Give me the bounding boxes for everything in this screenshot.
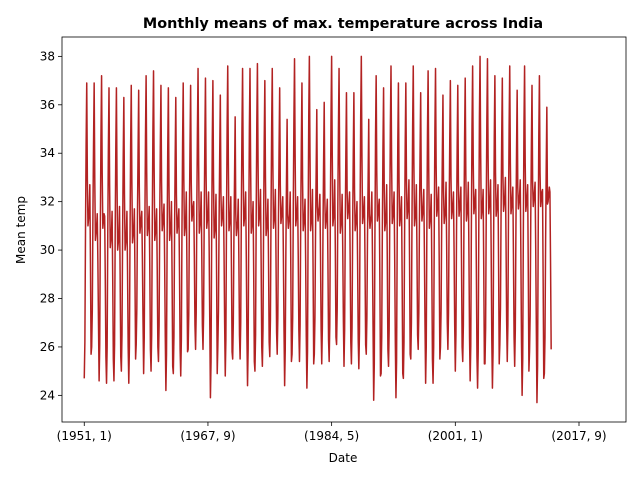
x-axis-label: Date: [329, 451, 358, 465]
x-tick-label: (1951, 1): [57, 429, 112, 443]
y-tick-label: 24: [40, 388, 55, 402]
x-tick-label: (1967, 9): [180, 429, 235, 443]
y-tick-label: 28: [40, 292, 55, 306]
y-tick-label: 34: [40, 146, 55, 160]
chart-title: Monthly means of max. temperature across…: [143, 16, 543, 32]
x-tick-label: (2001, 1): [428, 429, 483, 443]
series-line: [83, 55, 552, 404]
y-axis: 24 26 28 30 32 34 36 38: [40, 49, 62, 402]
y-tick-label: 38: [40, 49, 55, 63]
y-tick-label: 36: [40, 98, 55, 112]
y-axis-label: Mean temp: [14, 196, 28, 264]
x-tick-label: (2017, 9): [551, 429, 606, 443]
axes-frame: [61, 36, 627, 423]
plot-area: [61, 36, 627, 423]
y-tick-label: 26: [40, 340, 55, 354]
x-tick-label: (1984, 5): [304, 429, 359, 443]
y-tick-label: 30: [40, 243, 55, 257]
y-tick-label: 32: [40, 195, 55, 209]
x-axis: (1951, 1) (1967, 9) (1984, 5) (2001, 1) (201…: [57, 422, 607, 443]
